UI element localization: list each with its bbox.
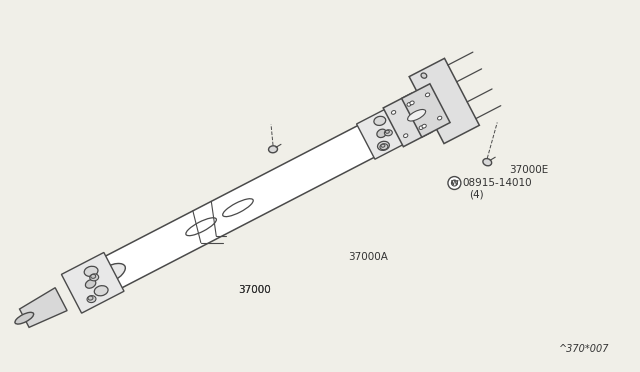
Ellipse shape xyxy=(407,103,412,106)
Ellipse shape xyxy=(410,101,414,105)
Text: 37000A: 37000A xyxy=(348,253,388,263)
Ellipse shape xyxy=(419,126,424,129)
Ellipse shape xyxy=(93,263,125,285)
Ellipse shape xyxy=(448,177,461,189)
Ellipse shape xyxy=(380,144,388,150)
Text: 37000: 37000 xyxy=(238,285,271,295)
Polygon shape xyxy=(383,93,431,147)
Ellipse shape xyxy=(84,266,98,276)
Text: ^370*007: ^370*007 xyxy=(559,344,609,354)
Ellipse shape xyxy=(426,93,429,97)
Polygon shape xyxy=(19,288,67,327)
Ellipse shape xyxy=(438,116,442,120)
Ellipse shape xyxy=(385,130,389,133)
Ellipse shape xyxy=(404,134,408,138)
Polygon shape xyxy=(100,97,431,290)
Ellipse shape xyxy=(392,110,396,114)
Polygon shape xyxy=(61,253,124,313)
Ellipse shape xyxy=(422,124,426,128)
Text: W: W xyxy=(451,180,458,186)
Ellipse shape xyxy=(381,144,385,147)
Text: 37000E: 37000E xyxy=(509,165,548,175)
Ellipse shape xyxy=(269,146,278,153)
Ellipse shape xyxy=(483,158,492,166)
Ellipse shape xyxy=(377,129,387,138)
Ellipse shape xyxy=(91,275,96,278)
Text: (4): (4) xyxy=(469,190,484,200)
Ellipse shape xyxy=(421,73,427,78)
Text: 08915-14010: 08915-14010 xyxy=(462,178,532,188)
Ellipse shape xyxy=(90,274,99,281)
Ellipse shape xyxy=(385,130,392,136)
Polygon shape xyxy=(409,58,479,144)
Ellipse shape xyxy=(399,104,434,126)
Ellipse shape xyxy=(223,199,253,217)
Ellipse shape xyxy=(451,180,458,186)
Ellipse shape xyxy=(87,296,96,302)
Ellipse shape xyxy=(88,296,93,300)
Ellipse shape xyxy=(408,109,426,121)
Ellipse shape xyxy=(15,312,34,324)
Polygon shape xyxy=(356,108,406,159)
Ellipse shape xyxy=(85,280,96,288)
Ellipse shape xyxy=(378,141,389,150)
Ellipse shape xyxy=(374,116,386,125)
Polygon shape xyxy=(402,84,450,137)
Ellipse shape xyxy=(94,286,108,296)
Text: 37000: 37000 xyxy=(238,285,271,295)
Ellipse shape xyxy=(186,218,216,236)
